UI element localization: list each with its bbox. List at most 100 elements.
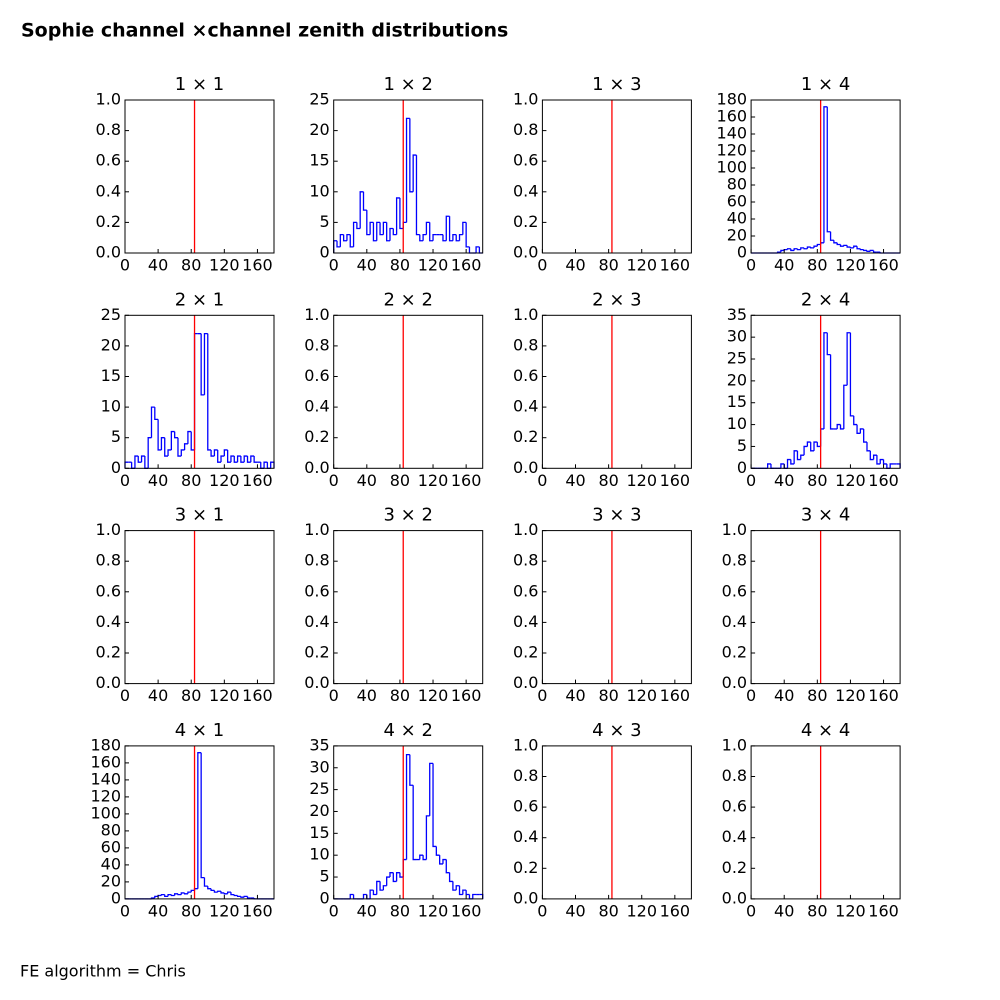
histogram-step [806,246,811,249]
histogram-step [422,233,427,241]
histogram-step [816,243,821,247]
histogram-step [167,894,172,897]
histogram-step [826,332,831,356]
histogram-step [392,228,397,236]
x-tick-label: 160 [868,901,899,920]
x-tick-label: 160 [660,686,691,705]
y-tick-label: 0.6 [513,581,538,600]
histogram-step [872,454,877,460]
histogram-step [816,442,821,448]
y-tick-label: 0.8 [304,335,329,354]
y-tick-label: 15 [309,151,329,170]
y-tick-label: 60 [727,192,747,211]
histogram-step [210,888,215,892]
plot-frame [124,314,275,469]
histogram-step [843,244,848,247]
y-tick-label: 25 [309,90,329,109]
histogram-step [180,892,185,895]
histogram-step [415,155,420,236]
histogram-step [187,891,192,894]
histogram-step [217,890,222,893]
y-tick-label: 160 [90,752,121,771]
histogram-step [790,459,795,465]
subplot-title: 3 × 4 [801,505,850,526]
histogram-step [432,763,437,848]
histogram-step [813,441,818,451]
histogram-step [200,333,205,396]
y-tick-label: 0 [320,888,330,907]
histogram-step [412,154,417,192]
y-tick-label: 0.8 [513,335,538,354]
histogram-step [157,419,162,451]
histogram-step [339,233,344,247]
histogram-step [409,118,414,193]
y-tick-label: 10 [309,845,329,864]
y-tick-label: 140 [90,769,121,788]
histogram-step [366,210,371,236]
y-tick-label: 30 [727,327,747,346]
subplot-title: 3 × 1 [175,505,224,526]
histogram-step [174,893,178,896]
histogram-step [452,881,457,891]
y-tick-label: 0.0 [96,243,121,262]
y-tick-label: 1.0 [513,735,538,754]
y-tick-label: 0.0 [722,888,747,907]
y-tick-label: 100 [717,158,748,177]
histogram-step [866,250,871,252]
y-tick-label: 0.0 [513,243,538,262]
x-tick-label: 160 [242,901,273,920]
y-tick-label: 0.8 [513,766,538,785]
histogram-step [442,234,447,242]
y-tick-label: 1.0 [722,520,747,539]
x-tick-label: 160 [660,471,691,490]
x-tick-label: 80 [390,256,410,275]
y-tick-label: 1.0 [304,520,329,539]
histogram-step [164,437,169,457]
y-tick-label: 0.4 [513,397,538,416]
histogram-step [405,753,410,860]
y-tick-label: 0.8 [513,120,538,139]
histogram-step [863,249,867,252]
histogram-step [376,221,381,241]
x-tick-label: 120 [418,471,449,490]
histogram-step [810,247,815,249]
y-tick-label: 0.2 [96,643,121,662]
histogram-step [207,333,212,451]
x-tick-label: 80 [598,471,618,490]
histogram-step [253,456,258,463]
histogram-step [167,449,172,457]
y-tick-label: 20 [727,226,747,245]
x-tick-label: 40 [565,686,585,705]
x-tick-label: 80 [390,471,410,490]
y-tick-label: 0 [737,458,747,477]
histogram-step [382,885,387,891]
x-tick-label: 0 [537,256,547,275]
histogram-step [786,248,791,250]
histogram-step [336,240,341,248]
y-tick-label: 0.4 [513,827,538,846]
histogram-step [445,859,450,874]
histogram-step [836,242,841,246]
histogram-step [395,872,400,882]
histogram-step [846,245,851,248]
subplot-title: 2 × 1 [175,289,224,310]
histogram-step [429,762,434,816]
histogram-step [359,191,364,229]
x-tick-label: 120 [835,471,866,490]
histogram-step [226,449,231,463]
histogram-step [786,458,791,469]
x-tick-label: 80 [807,471,827,490]
histogram-step [468,246,473,254]
histogram-step [836,423,841,429]
histogram-step [134,455,139,469]
histogram-step [213,449,218,457]
histogram-step [154,407,159,420]
x-tick-label: 0 [120,256,130,275]
histogram-step [796,248,801,251]
histogram-step [240,456,245,463]
x-tick-label: 80 [181,471,201,490]
histogram-step [770,463,775,469]
histogram-step [226,891,231,894]
y-tick-label: 120 [717,141,748,160]
x-tick-label: 40 [148,471,168,490]
